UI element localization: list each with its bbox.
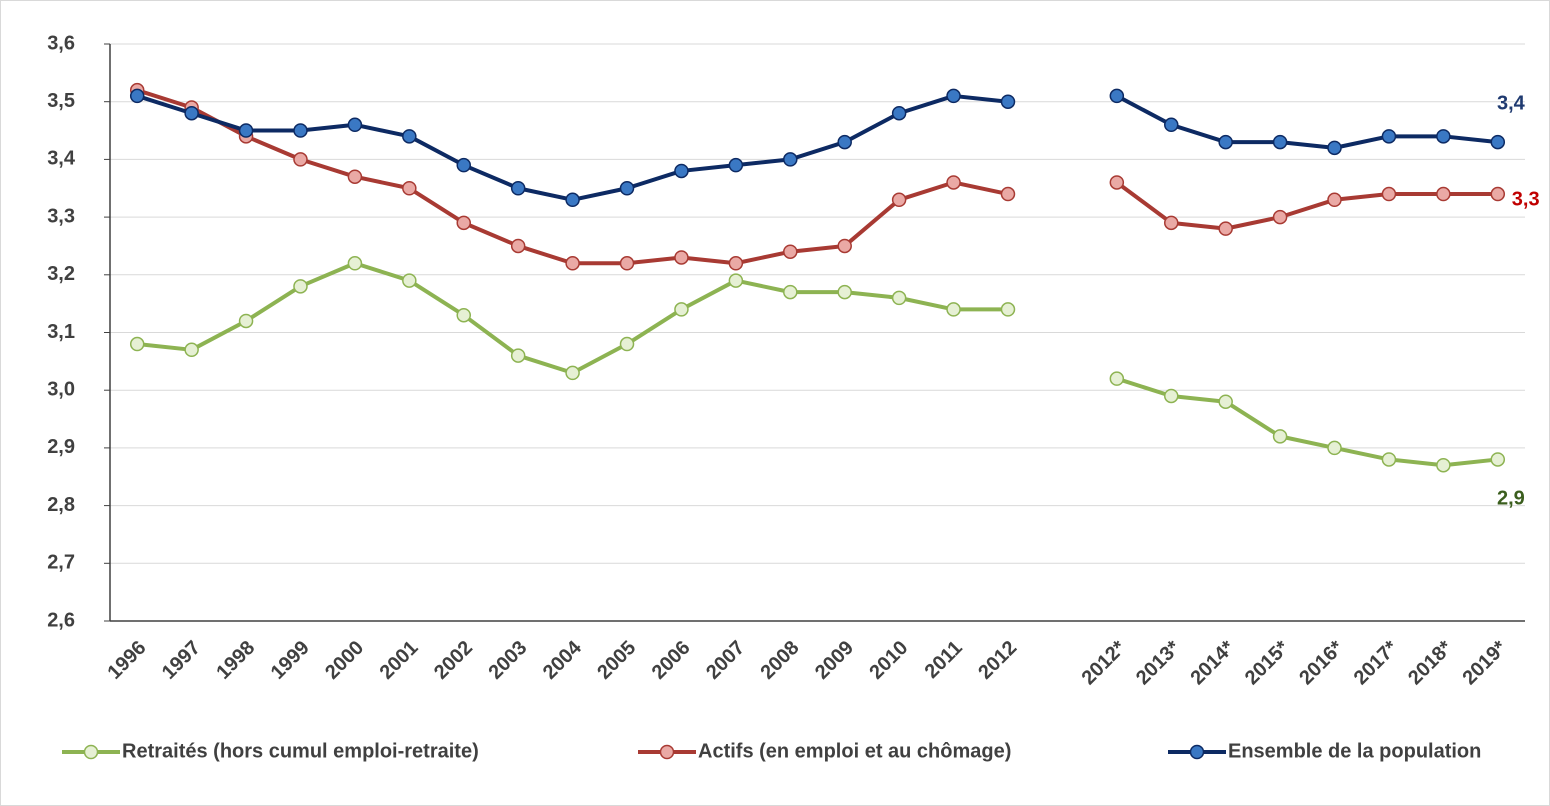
point-marker: [891, 105, 907, 121]
point-marker: [674, 250, 689, 265]
value-label: 3,3: [1512, 188, 1540, 210]
legend-marker: [83, 744, 99, 760]
point-marker: [837, 284, 852, 300]
point-marker: [1109, 175, 1125, 190]
point-marker: [728, 157, 744, 173]
point-marker: [184, 105, 199, 121]
y-tick-label: 3,1: [47, 321, 75, 343]
point-marker: [728, 256, 744, 271]
point-marker: [783, 244, 798, 259]
point-marker: [129, 88, 145, 104]
point-marker: [1164, 117, 1179, 133]
y-tick-label: 2,8: [47, 494, 75, 516]
y-tick-label: 2,6: [47, 609, 75, 631]
point-marker: [837, 238, 852, 254]
legend-item: Ensemble de la population: [1168, 740, 1481, 762]
legend-label: Ensemble de la population: [1228, 740, 1481, 762]
point-marker: [891, 290, 907, 306]
point-marker: [510, 348, 526, 363]
point-marker: [129, 336, 145, 352]
y-tick-label: 3,5: [47, 90, 75, 112]
point-marker: [1490, 452, 1506, 467]
point-marker: [238, 313, 254, 329]
point-marker: [456, 157, 471, 173]
point-marker: [1164, 388, 1179, 404]
point-marker: [1164, 215, 1179, 231]
point-marker: [1327, 140, 1342, 156]
point-marker: [1272, 429, 1288, 444]
legend-marker: [659, 744, 675, 760]
point-marker: [1109, 88, 1125, 104]
point-marker: [510, 238, 526, 254]
point-marker: [946, 88, 961, 104]
point-marker: [1272, 209, 1288, 225]
value-label: 3,4: [1497, 92, 1526, 114]
point-marker: [1490, 134, 1506, 150]
y-tick-label: 2,9: [47, 436, 75, 458]
point-marker: [402, 181, 417, 196]
value-label: 2,9: [1497, 488, 1525, 510]
point-marker: [1436, 457, 1451, 473]
point-marker: [402, 129, 417, 144]
point-marker: [1381, 129, 1397, 144]
point-marker: [456, 215, 471, 231]
point-marker: [510, 181, 526, 196]
point-marker: [1272, 134, 1288, 150]
point-marker: [1218, 221, 1233, 236]
legend-item: Actifs (en emploi et au chômage): [638, 740, 1011, 762]
point-marker: [1218, 134, 1233, 150]
point-marker: [565, 192, 580, 208]
point-marker: [619, 336, 635, 352]
point-marker: [1109, 371, 1125, 386]
point-marker: [1436, 129, 1451, 144]
point-marker: [565, 256, 580, 271]
y-tick-label: 3,4: [47, 148, 76, 170]
point-marker: [1381, 452, 1397, 467]
point-marker: [293, 279, 308, 294]
point-marker: [619, 256, 635, 271]
point-marker: [293, 152, 308, 167]
point-marker: [1490, 186, 1506, 202]
point-marker: [1327, 192, 1342, 208]
point-marker: [402, 273, 417, 288]
y-tick-label: 3,0: [47, 378, 75, 400]
legend-label: Retraités (hors cumul emploi-retraite): [122, 740, 479, 762]
point-marker: [456, 307, 471, 323]
point-marker: [674, 163, 689, 179]
point-marker: [619, 181, 635, 196]
y-tick-label: 3,6: [47, 32, 75, 54]
point-marker: [946, 175, 961, 190]
legend-label: Actifs (en emploi et au chômage): [698, 740, 1011, 762]
point-marker: [1381, 186, 1397, 202]
y-tick-label: 2,7: [47, 552, 75, 574]
point-marker: [946, 302, 961, 317]
point-marker: [347, 117, 363, 133]
legend-marker: [1189, 744, 1205, 760]
point-marker: [293, 123, 308, 138]
point-marker: [1000, 94, 1016, 109]
point-marker: [837, 134, 852, 150]
point-marker: [891, 192, 907, 208]
y-tick-label: 3,3: [47, 205, 75, 227]
point-marker: [1436, 186, 1451, 202]
point-marker: [674, 302, 689, 317]
point-marker: [783, 284, 798, 300]
point-marker: [728, 273, 744, 288]
point-marker: [783, 152, 798, 167]
point-marker: [347, 256, 363, 271]
point-marker: [347, 169, 363, 184]
point-marker: [1218, 394, 1233, 409]
point-marker: [238, 123, 254, 138]
point-marker: [1000, 302, 1016, 317]
point-marker: [184, 342, 199, 358]
point-marker: [565, 365, 580, 381]
legend-item: Retraités (hors cumul emploi-retraite): [62, 740, 479, 762]
y-tick-label: 3,2: [47, 263, 75, 285]
point-marker: [1327, 440, 1342, 456]
point-marker: [1000, 186, 1016, 202]
